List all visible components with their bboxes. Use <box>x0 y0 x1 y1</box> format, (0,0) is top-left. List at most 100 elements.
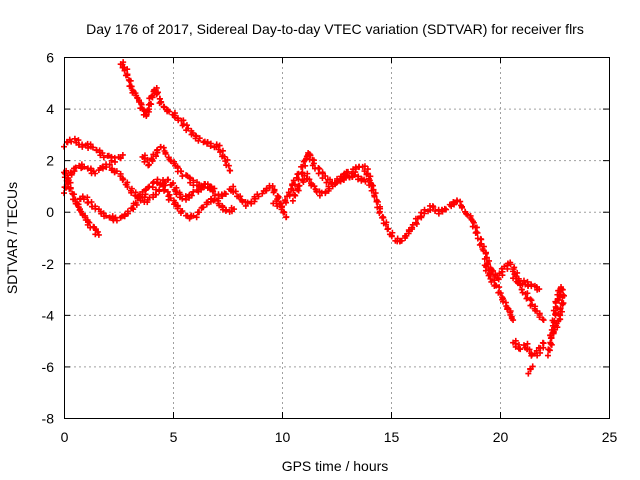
data-point <box>296 182 303 189</box>
data-point <box>310 160 317 167</box>
data-point <box>289 197 296 204</box>
data-point <box>81 163 88 170</box>
series-track-2 <box>117 59 234 174</box>
data-point <box>479 246 486 253</box>
data-point <box>435 210 442 217</box>
data-point <box>373 198 380 205</box>
data-point <box>540 317 547 324</box>
data-point <box>177 168 184 175</box>
data-point <box>457 198 464 205</box>
data-point <box>458 204 465 211</box>
data-point <box>517 280 524 287</box>
data-point <box>121 213 128 220</box>
data-point <box>145 161 152 168</box>
data-point <box>190 212 197 219</box>
data-point <box>525 370 532 377</box>
series-track-13 <box>544 284 567 359</box>
data-point <box>153 153 160 160</box>
data-point <box>174 203 181 210</box>
data-point <box>196 135 203 142</box>
data-point <box>547 332 554 339</box>
data-point <box>190 182 197 189</box>
data-point <box>500 298 507 305</box>
data-point <box>156 186 163 193</box>
data-point <box>173 184 180 191</box>
data-point <box>171 114 178 121</box>
data-point <box>119 151 126 158</box>
data-point <box>271 187 278 194</box>
ticks <box>64 57 610 419</box>
data-point <box>405 226 412 233</box>
data-point <box>129 205 136 212</box>
data-point <box>102 212 109 219</box>
data-point <box>529 363 536 370</box>
data-point <box>488 278 495 285</box>
data-point <box>125 210 132 217</box>
data-point <box>134 95 141 102</box>
data-point <box>503 303 510 310</box>
data-point <box>300 158 307 165</box>
data-point <box>269 182 276 189</box>
data-point <box>161 186 168 193</box>
series-track-11 <box>510 337 547 359</box>
data-point <box>283 213 290 220</box>
plot-frame <box>64 57 610 419</box>
y-tick-label: -2 <box>42 256 55 272</box>
x-tick-label: 10 <box>275 429 291 445</box>
data-point <box>540 340 547 347</box>
data-point <box>496 270 503 277</box>
data-point <box>127 77 134 84</box>
y-tick-label: -8 <box>42 411 55 427</box>
series-track-12 <box>525 363 536 377</box>
data-point <box>161 187 168 194</box>
data-point <box>286 192 293 199</box>
data-point <box>180 121 187 128</box>
series-track-1 <box>61 135 126 165</box>
data-point <box>189 129 196 136</box>
x-tick-label: 20 <box>493 429 509 445</box>
data-point <box>302 162 309 169</box>
data-point <box>518 286 525 293</box>
data-point <box>153 84 160 91</box>
data-point <box>311 183 318 190</box>
series-track-10 <box>510 273 543 293</box>
data-point <box>141 158 148 165</box>
data-point <box>95 231 102 238</box>
data-point <box>421 206 428 213</box>
data-point <box>92 170 99 177</box>
data-point <box>280 209 287 216</box>
data-point <box>161 147 168 154</box>
data-point <box>450 200 457 207</box>
data-point <box>168 181 175 188</box>
data-point <box>99 150 106 157</box>
data-point <box>526 346 533 353</box>
data-point <box>65 175 72 182</box>
data-point <box>326 176 333 183</box>
data-point <box>138 100 145 107</box>
data-point <box>550 307 557 314</box>
data-point <box>143 113 150 120</box>
series-track-5 <box>74 176 238 224</box>
data-point <box>106 161 113 168</box>
data-point <box>524 340 531 347</box>
data-point <box>275 194 282 201</box>
data-point <box>507 311 514 318</box>
x-tick-label: 25 <box>602 429 618 445</box>
data-point <box>148 155 155 162</box>
data-point <box>68 138 75 145</box>
data-point <box>304 170 311 177</box>
data-point <box>323 179 330 186</box>
data-point <box>418 209 425 216</box>
data-point <box>329 183 336 190</box>
data-point <box>482 250 489 257</box>
data-point <box>231 206 238 213</box>
data-point <box>223 206 230 213</box>
data-point <box>147 100 154 107</box>
data-point <box>215 200 222 207</box>
data-point <box>555 310 562 317</box>
data-point <box>154 90 161 97</box>
data-point <box>111 158 118 165</box>
data-point <box>528 352 535 359</box>
data-point <box>179 173 186 180</box>
data-point <box>362 178 369 185</box>
